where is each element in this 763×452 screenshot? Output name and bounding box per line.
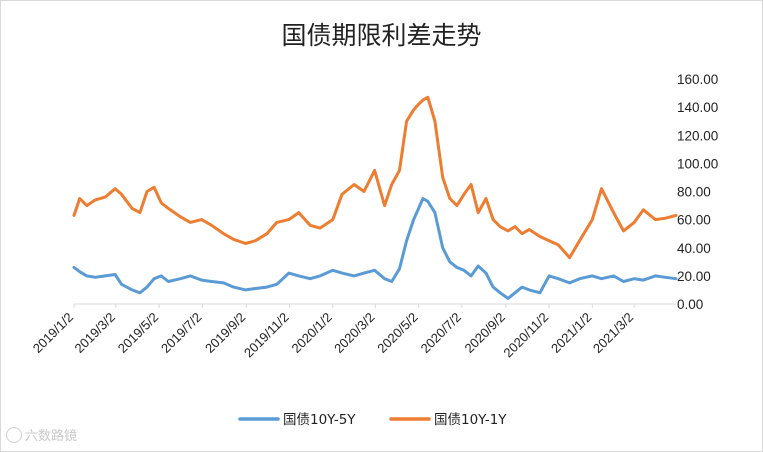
y-tick-label: 160.00 xyxy=(677,72,718,87)
y-tick-label: 140.00 xyxy=(677,100,718,115)
series-line-10y-5y xyxy=(72,197,678,300)
x-axis-ticks: 2019/1/22019/3/22019/5/22019/7/22019/9/2… xyxy=(30,304,636,361)
x-tick-label: 2020/3/2 xyxy=(331,310,377,356)
y-tick-label: 120.00 xyxy=(677,128,718,143)
x-tick-label: 2021/1/2 xyxy=(548,309,594,355)
y-tick-label: 60.00 xyxy=(677,213,711,228)
x-tick-label: 2019/1/2 xyxy=(30,310,76,356)
x-tick-label: 2020/7/2 xyxy=(418,310,464,356)
y-tick-label: 20.00 xyxy=(677,269,711,284)
y-axis-ticks: 0.00 20.00 40.00 60.00 80.00 100.00 120.00 140.… xyxy=(677,72,718,312)
x-tick-label: 2019/7/2 xyxy=(158,309,204,355)
x-tick-label: 2020/11/2 xyxy=(500,310,551,361)
watermark-logo-icon xyxy=(6,427,22,443)
legend-label: 国债10Y-1Y xyxy=(434,412,507,428)
x-tick-label: 2019/11/2 xyxy=(241,310,292,361)
legend: 国债10Y-5Y 国债10Y-1Y xyxy=(238,412,507,428)
x-tick-label: 2020/1/2 xyxy=(289,310,335,356)
x-tick-label: 2021/3/2 xyxy=(590,310,636,356)
x-tick-label: 2019/3/2 xyxy=(72,309,118,355)
series-layer xyxy=(72,95,678,300)
y-tick-label: 80.00 xyxy=(677,185,711,200)
x-tick-label: 2019/5/2 xyxy=(115,310,161,356)
series-line-10y-1y xyxy=(72,95,678,260)
legend-label: 国债10Y-5Y xyxy=(283,412,356,428)
y-tick-label: 100.00 xyxy=(677,156,718,171)
watermark: 六数路镜 xyxy=(6,425,77,444)
y-tick-label: 0.00 xyxy=(677,297,703,312)
x-tick-label: 2020/5/2 xyxy=(374,310,420,356)
y-tick-label: 40.00 xyxy=(677,241,711,256)
chart-title: 国债期限利差走势 xyxy=(281,21,482,50)
watermark-text: 六数路镜 xyxy=(25,429,78,444)
